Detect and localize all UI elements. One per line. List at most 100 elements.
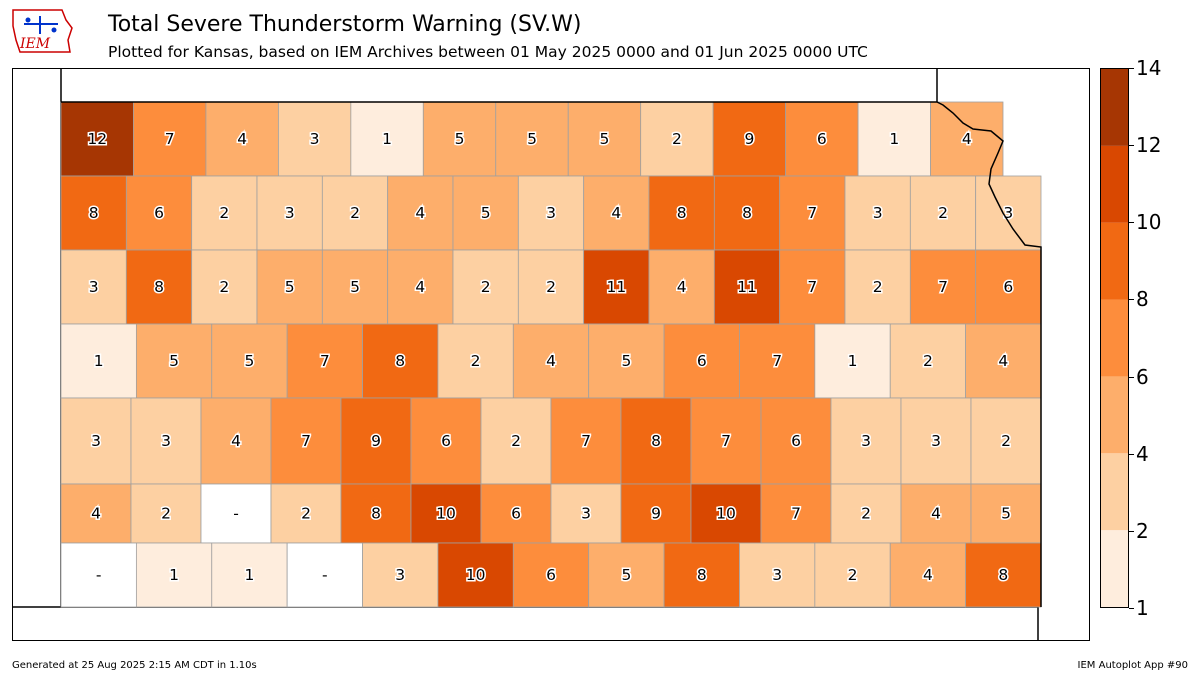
colorbar-label: 8 — [1136, 287, 1149, 312]
colorbar — [1100, 68, 1129, 608]
county-cell — [909, 175, 977, 251]
county-cell — [135, 542, 213, 608]
county-count-label: 6 — [697, 352, 707, 370]
county-count-label: 3 — [581, 505, 591, 523]
county-cell — [739, 542, 816, 608]
county-cell — [286, 542, 363, 608]
county-count-label: 3 — [861, 432, 871, 450]
county-count-label: 4 — [962, 130, 972, 148]
county-cell — [648, 249, 715, 325]
county-count-label: 7 — [772, 352, 782, 370]
colorbar-label: 2 — [1136, 518, 1149, 543]
colorbar-tick — [1129, 299, 1134, 301]
county-count-label: 5 — [621, 352, 631, 370]
county-cell — [970, 483, 1042, 544]
county-cell — [663, 542, 740, 608]
colorbar-label: 12 — [1136, 133, 1162, 158]
county-count-label: 3 — [395, 566, 405, 584]
county-count-label: 1 — [245, 566, 255, 584]
colorbar-label: 10 — [1136, 210, 1162, 235]
county-cell — [60, 101, 134, 177]
colorbar-band — [1101, 453, 1128, 531]
county-cell — [512, 542, 590, 608]
county-count-label: 5 — [350, 278, 360, 296]
colorbar-tick — [1129, 145, 1134, 147]
county-count-label: 8 — [677, 204, 687, 222]
county-cell — [452, 249, 519, 325]
county-count-label: 7 — [320, 352, 330, 370]
county-cell — [889, 542, 967, 608]
iem-logo: IEM — [10, 6, 78, 58]
county-count-label: 5 — [527, 130, 537, 148]
county-cell — [321, 175, 389, 251]
county-cell — [663, 323, 740, 399]
colorbar-band — [1101, 222, 1128, 300]
svg-text:IEM: IEM — [19, 36, 51, 52]
county-cell — [437, 542, 514, 608]
county-count-label: 5 — [455, 130, 465, 148]
county-cell — [362, 542, 439, 608]
page-title: Total Severe Thunderstorm Warning (SV.W) — [108, 12, 582, 37]
county-count-label: 3 — [931, 432, 941, 450]
county-count-label: - — [322, 566, 328, 584]
county-count-label: 4 — [923, 566, 933, 584]
county-count-label: 4 — [237, 130, 247, 148]
county-count-label: 8 — [998, 566, 1008, 584]
county-count-label: 1 — [848, 352, 858, 370]
county-count-label: 3 — [89, 278, 99, 296]
county-count-label: 2 — [219, 278, 229, 296]
county-count-label: 7 — [165, 130, 175, 148]
county-count-label: 2 — [923, 352, 933, 370]
county-count-label: 8 — [742, 204, 752, 222]
county-count-label: 2 — [672, 130, 682, 148]
county-count-label: 3 — [161, 432, 171, 450]
county-cell — [900, 397, 972, 485]
county-count-label: 4 — [415, 278, 425, 296]
county-count-label: 3 — [310, 130, 320, 148]
county-cell — [340, 483, 412, 544]
county-count-label: 6 — [441, 432, 451, 450]
county-count-label: 2 — [219, 204, 229, 222]
colorbar-band — [1101, 69, 1128, 146]
county-cell — [452, 175, 519, 251]
colorbar-tick — [1129, 608, 1134, 609]
county-cell — [975, 249, 1042, 325]
county-count-label: 9 — [744, 130, 754, 148]
county-cell — [844, 175, 911, 251]
county-count-label: 1 — [889, 130, 899, 148]
county-cell — [191, 175, 258, 251]
county-count-label: 8 — [697, 566, 707, 584]
county-count-label: 5 — [600, 130, 610, 148]
county-count-label: 2 — [546, 278, 556, 296]
county-count-label: 8 — [651, 432, 661, 450]
county-count-label: 4 — [231, 432, 241, 450]
county-count-label: 12 — [87, 130, 107, 148]
county-count-label: 10 — [716, 505, 736, 523]
county-count-label: 7 — [807, 204, 817, 222]
county-count-label: 5 — [169, 352, 179, 370]
county-count-label: 8 — [395, 352, 405, 370]
county-count-label: 2 — [301, 505, 311, 523]
county-count-label: 7 — [807, 278, 817, 296]
colorbar-band — [1101, 299, 1128, 377]
county-cell — [125, 249, 193, 325]
county-count-label: 3 — [873, 204, 883, 222]
footer-generated: Generated at 25 Aug 2025 2:15 AM CDT in … — [12, 660, 257, 671]
county-cell — [830, 483, 902, 544]
county-cell — [712, 101, 787, 177]
page-subtitle: Plotted for Kansas, based on IEM Archive… — [108, 43, 868, 61]
colorbar-label: 1 — [1136, 596, 1149, 620]
county-cell — [620, 397, 692, 485]
county-cell — [60, 249, 127, 325]
county-cell — [211, 323, 288, 399]
county-count-label: 4 — [931, 505, 941, 523]
county-count-label: 9 — [371, 432, 381, 450]
county-count-label: 1 — [94, 352, 104, 370]
county-count-label: 4 — [677, 278, 687, 296]
county-count-label: 1 — [382, 130, 392, 148]
map-area: 12 7 4 3 1 5 5 5 2 9 6 1 4 8 6 2 3 2 4 5 3 4 8 8 7 3 2 3 3 8 2 5 5 4 2 2 11 4… — [12, 68, 1090, 641]
county-count-label: 1 — [169, 566, 179, 584]
county-cell — [256, 175, 323, 251]
county-count-label: 8 — [371, 505, 381, 523]
county-cell — [130, 483, 202, 544]
